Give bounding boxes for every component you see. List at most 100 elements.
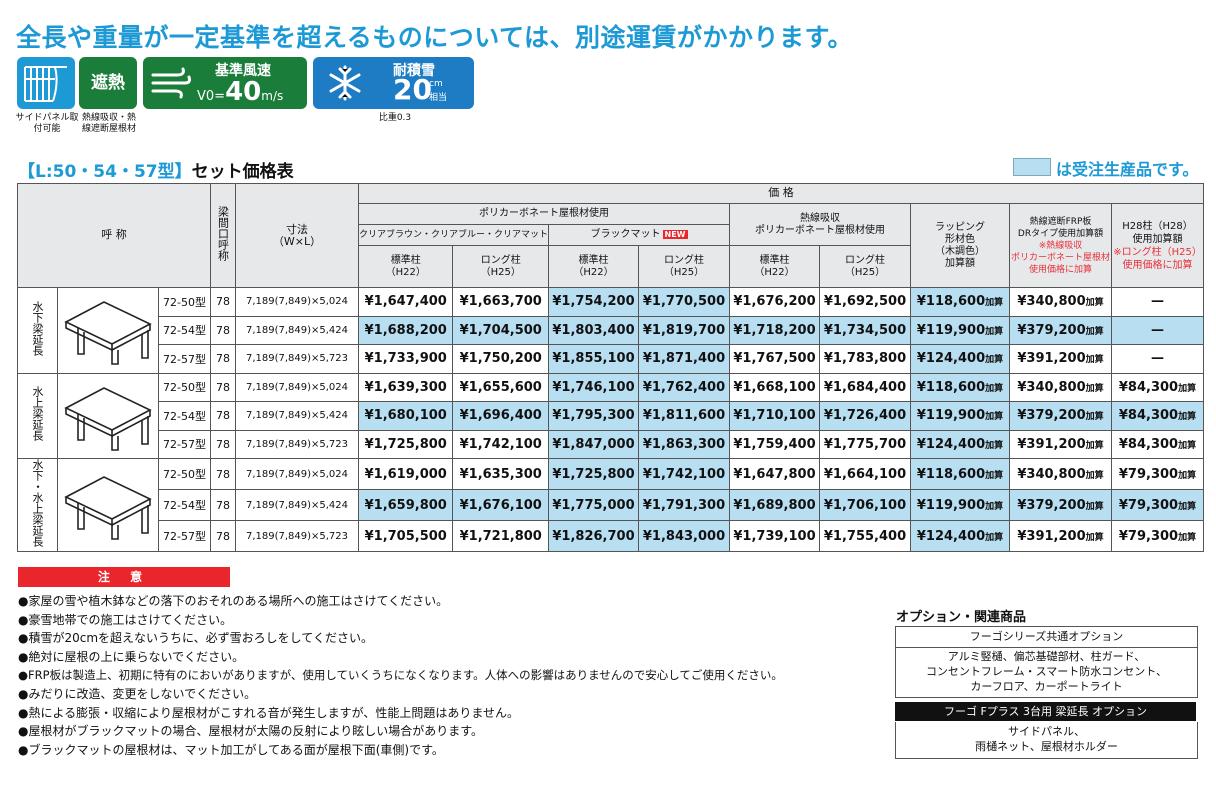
snow-value: 20 — [393, 73, 432, 106]
new-badge: NEW — [662, 230, 688, 239]
price-black-long: ¥1,762,400 — [638, 372, 731, 402]
addon-frp: ¥340,800加算 — [1009, 372, 1113, 402]
beam-size: 78 — [210, 429, 236, 459]
addon-h28: — — [1111, 315, 1205, 345]
group-name: 水上梁延長 — [17, 372, 58, 459]
addon-suffix: 加算 — [1085, 326, 1104, 337]
dimensions: 7,189(7,849)×5,024 — [235, 458, 359, 490]
price-heat-long: ¥1,664,100 — [819, 458, 912, 490]
snow-unit-bottom: 相当 — [429, 93, 448, 103]
addon-suffix: 加算 — [1085, 440, 1104, 451]
price-black-std: ¥1,847,000 — [548, 429, 640, 459]
carport-diagram — [57, 287, 159, 374]
addon-h28: — — [1111, 287, 1205, 317]
addon-suffix: 加算 — [1178, 501, 1197, 512]
caution-note: ●積雪が20cmを超えないうちに、必ず雪おろしをしてください。 — [18, 631, 373, 646]
price-heat-std: ¥1,689,800 — [729, 489, 821, 521]
options-line: 雨樋ネット、屋根材ホルダー — [975, 740, 1118, 753]
model-name: 72-57型 — [158, 344, 211, 374]
addon-value: ¥340,800 — [1017, 379, 1086, 395]
table-row: 72-57型 78 7,189(7,849)×5,723 ¥1,725,800 ¥1,7… — [18, 429, 1205, 459]
price-black-std: ¥1,746,100 — [548, 372, 640, 402]
addon-frp: ¥391,200加算 — [1009, 344, 1113, 374]
addon-h28: ¥84,300加算 — [1111, 401, 1205, 431]
addon-suffix: 加算 — [1085, 298, 1104, 309]
section-title-model: 【L:50・54・57型】 — [18, 162, 192, 182]
price-heat-long: ¥1,734,500 — [819, 315, 912, 345]
dimensions: 7,189(7,849)×5,024 — [235, 287, 359, 317]
price-clear-std: ¥1,680,100 — [357, 401, 454, 431]
addon-value: ¥391,200 — [1017, 351, 1086, 367]
addon-frp: ¥379,200加算 — [1009, 315, 1113, 345]
wind-title: 基準風速 — [215, 63, 271, 79]
model-name: 72-57型 — [158, 429, 211, 459]
caution-title: 注 意 — [18, 567, 230, 587]
options-beam-header: フーゴ Fプラス 3台用 梁延長 オプション — [895, 702, 1196, 721]
model-name: 72-50型 — [158, 372, 211, 402]
addon-h28: ¥79,300加算 — [1111, 458, 1205, 490]
addon-suffix: 加算 — [985, 501, 1004, 512]
price-clear-std: ¥1,705,500 — [357, 520, 454, 552]
table-row: 72-57型 78 7,189(7,849)×5,723 ¥1,733,900 ¥1,7… — [18, 344, 1205, 374]
addon-value: ¥340,800 — [1017, 466, 1086, 482]
price-heat-std: ¥1,668,100 — [729, 372, 821, 402]
addon-suffix: 加算 — [1178, 412, 1197, 423]
addon-suffix: 加算 — [985, 383, 1004, 394]
price-black-std: ¥1,775,000 — [548, 489, 640, 521]
addon-h28: — — [1111, 344, 1205, 374]
dimensions: 7,189(7,849)×5,424 — [235, 401, 359, 431]
shading-icon: 遮熱 — [79, 57, 137, 109]
addon-value: ¥124,400 — [916, 351, 986, 367]
price-black-std: ¥1,725,800 — [548, 458, 640, 490]
beam-size: 78 — [210, 458, 236, 490]
options-common-body: アルミ竪樋、偏芯基礎部材、柱ガード、 コンセントフレーム・スマート防水コンセント… — [895, 647, 1198, 698]
std-post-header: 標準柱 （H22） — [729, 245, 821, 288]
addon-frp: ¥391,200加算 — [1009, 429, 1113, 459]
price-heat-long: ¥1,726,400 — [819, 401, 912, 431]
price-clear-std: ¥1,647,400 — [357, 287, 454, 317]
poly-header: ポリカーボネート屋根材使用 — [357, 203, 731, 225]
wind-unit: m/s — [261, 89, 284, 103]
options-beam-body: サイドパネル、 雨樋ネット、屋根材ホルダー — [895, 722, 1198, 759]
addon-suffix: 加算 — [985, 355, 1004, 366]
headline: 全長や重量が一定基準を超えるものについては、別途運賃がかかります。 — [16, 23, 854, 52]
addon-value: ¥119,900 — [916, 322, 986, 338]
addon-suffix: 加算 — [1178, 532, 1197, 543]
addon-suffix: 加算 — [985, 412, 1004, 423]
addon-suffix: 加算 — [985, 532, 1004, 543]
price-clear-long: ¥1,635,300 — [452, 458, 550, 490]
dimensions: 7,189(7,849)×5,723 — [235, 344, 359, 374]
beam-size: 78 — [210, 344, 236, 374]
price-clear-long: ¥1,742,100 — [452, 429, 550, 459]
addon-suffix: 加算 — [1178, 383, 1197, 394]
price-heat-std: ¥1,759,400 — [729, 429, 821, 459]
addon-value: — — [1151, 351, 1165, 367]
price-black-long: ¥1,770,500 — [638, 287, 731, 317]
table-row: 水下・水上梁延長 72-50型 78 7,189(7,849)×5,024 ¥1,619… — [17, 458, 1205, 552]
wrap-header: ラッピング 形材色 （木調色） 加算額 — [910, 203, 1011, 288]
addon-h28: ¥84,300加算 — [1111, 429, 1205, 459]
wind-icon: 基準風速 V0=40m/s — [143, 57, 307, 109]
addon-value: ¥379,200 — [1017, 497, 1086, 513]
addon-value: ¥119,900 — [916, 497, 986, 513]
snow-caption: 比重0.3 — [378, 113, 412, 123]
addon-frp: ¥379,200加算 — [1009, 489, 1113, 521]
price-table: 呼 称 梁間口呼称 寸法 （W×L） 価 格 ポリカーボネート屋根材使用 熱線吸収… — [17, 183, 1205, 552]
snow-icon: 耐積雪 20 cm 相当 — [313, 57, 474, 109]
price-heat-long: ¥1,692,500 — [819, 287, 912, 317]
addon-frp: ¥379,200加算 — [1009, 401, 1113, 431]
carport-diagram — [57, 372, 159, 459]
addon-value: ¥124,400 — [916, 436, 986, 452]
caution-note: ●屋根材がブラックマットの場合、屋根材が太陽の反射により眩しい場合があります。 — [18, 724, 484, 739]
price-black-long: ¥1,742,100 — [638, 458, 731, 490]
price-clear-std: ¥1,725,800 — [357, 429, 454, 459]
options-line: サイドパネル、 — [1008, 725, 1085, 738]
addon-value: ¥79,300 — [1118, 466, 1179, 482]
shading-label: 遮熱 — [91, 73, 125, 93]
price-black-long: ¥1,791,300 — [638, 489, 731, 521]
options-line: アルミ竪樋、偏芯基礎部材、柱ガード、 — [947, 650, 1146, 663]
price-clear-long: ¥1,696,400 — [452, 401, 550, 431]
price-heat-long: ¥1,775,700 — [819, 429, 912, 459]
addon-value: ¥79,300 — [1118, 528, 1179, 544]
addon-suffix: 加算 — [1178, 440, 1197, 451]
